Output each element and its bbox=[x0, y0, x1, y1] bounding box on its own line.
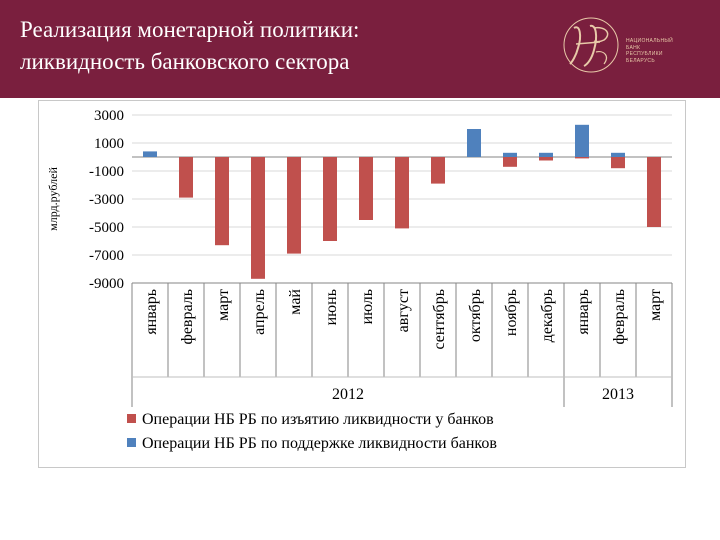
bar bbox=[611, 157, 625, 169]
legend-label: Операции НБ РБ по изъятию ликвидности у … bbox=[142, 411, 494, 428]
bar bbox=[215, 157, 229, 246]
bar bbox=[395, 157, 409, 229]
y-tick-label: -7000 bbox=[89, 248, 124, 264]
title-line-2: ликвидность банковского сектора bbox=[20, 49, 350, 74]
x-tick-label: январь bbox=[575, 289, 592, 335]
header-bar: Реализация монетарной политики: ликвидно… bbox=[0, 0, 720, 98]
bar bbox=[539, 157, 553, 161]
bar bbox=[287, 157, 301, 254]
x-tick-label: май bbox=[287, 289, 304, 315]
bar bbox=[359, 157, 373, 220]
x-tick-label: февраль bbox=[611, 289, 628, 345]
bank-name-text: НАЦИОНАЛЬНЫЙ БАНК РЕСПУБЛИКИ БЕЛАРУСЬ bbox=[626, 38, 673, 64]
bar bbox=[503, 152, 517, 157]
y-tick-label: -1000 bbox=[89, 164, 124, 180]
bar bbox=[323, 157, 337, 241]
bar bbox=[647, 157, 661, 227]
bar bbox=[503, 157, 517, 167]
logo-line: РЕСПУБЛИКИ bbox=[626, 51, 663, 57]
page-title: Реализация монетарной политики: ликвидно… bbox=[20, 14, 359, 78]
x-tick-label: сентябрь bbox=[431, 289, 448, 350]
title-line-1: Реализация монетарной политики: bbox=[20, 17, 360, 42]
logo-line: НАЦИОНАЛЬНЫЙ bbox=[626, 38, 673, 44]
year-group-label: 2013 bbox=[602, 386, 634, 403]
y-tick-label: 1000 bbox=[94, 136, 124, 152]
y-tick-label: -5000 bbox=[89, 220, 124, 236]
x-tick-label: октябрь bbox=[467, 289, 484, 342]
y-tick-label: 3000 bbox=[94, 108, 124, 124]
year-group-label: 2012 bbox=[332, 386, 364, 403]
x-tick-label: июль bbox=[359, 289, 376, 324]
y-tick-label: -3000 bbox=[89, 192, 124, 208]
logo-line: БАНК bbox=[626, 44, 641, 51]
x-tick-label: март bbox=[647, 289, 664, 321]
bank-logo: НАЦИОНАЛЬНЫЙ БАНК РЕСПУБЛИКИ БЕЛАРУСЬ bbox=[560, 14, 700, 76]
bank-monogram-icon bbox=[563, 17, 619, 73]
x-tick-label: август bbox=[395, 289, 412, 332]
bar bbox=[539, 152, 553, 157]
legend-swatch bbox=[127, 414, 136, 423]
liquidity-bar-chart: 3000 1000 -1000 -3000 -5000 -7000 -9000 млрд.ру… bbox=[46, 108, 673, 452]
x-tick-label: апрель bbox=[251, 289, 268, 335]
x-tick-label: январь bbox=[143, 289, 160, 335]
bar bbox=[143, 151, 157, 157]
x-tick-label: февраль bbox=[179, 289, 196, 345]
chart-frame: 3000 1000 -1000 -3000 -5000 -7000 -9000 млрд.ру… bbox=[38, 100, 686, 468]
bar bbox=[575, 157, 589, 159]
y-axis-label: млрд.рублей bbox=[46, 167, 60, 231]
legend-label: Операции НБ РБ по поддержке ликвидности … bbox=[142, 435, 497, 452]
legend-swatch bbox=[127, 438, 136, 447]
logo-line: БЕЛАРУСЬ bbox=[626, 57, 655, 64]
x-tick-label: июнь bbox=[323, 289, 340, 325]
bar bbox=[179, 157, 193, 198]
x-tick-label: декабрь bbox=[539, 289, 556, 342]
x-tick-label: ноябрь bbox=[503, 289, 520, 336]
bar bbox=[467, 129, 481, 157]
bar bbox=[431, 157, 445, 184]
x-tick-label: март bbox=[215, 289, 232, 321]
bar bbox=[575, 124, 589, 157]
y-tick-label: -9000 bbox=[89, 276, 124, 292]
bar bbox=[251, 157, 265, 279]
bar bbox=[611, 152, 625, 157]
